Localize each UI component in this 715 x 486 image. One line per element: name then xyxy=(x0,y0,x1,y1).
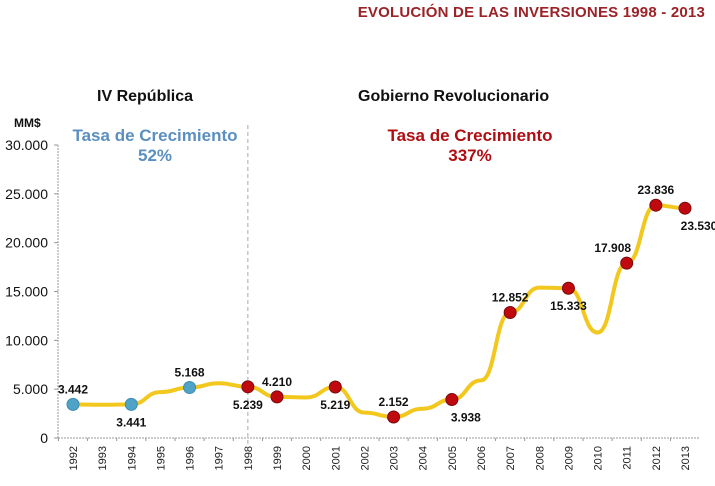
data-point-marker xyxy=(270,390,284,404)
data-label: 17.908 xyxy=(594,241,631,255)
y-tick-label: 10.000 xyxy=(5,332,48,348)
growth-rate-value: 337% xyxy=(448,146,492,165)
x-tick-label: 2008 xyxy=(534,446,546,470)
data-label: 5.219 xyxy=(320,398,350,412)
x-tick-label: 2001 xyxy=(330,446,342,470)
growth-rate-gobierno-revolucionario: Tasa de Crecimiento 337% xyxy=(370,126,570,166)
data-label: 4.210 xyxy=(262,375,292,389)
growth-rate-iv-republica: Tasa de Crecimiento 52% xyxy=(60,126,250,166)
growth-rate-value: 52% xyxy=(137,146,173,165)
data-label: 3.938 xyxy=(451,411,481,425)
y-tick-label: 5.000 xyxy=(13,381,48,397)
data-point-marker xyxy=(66,397,80,411)
data-label: 5.239 xyxy=(233,398,263,412)
data-point-marker xyxy=(649,198,663,212)
x-tick-label: 2010 xyxy=(593,446,605,470)
growth-rate-label: Tasa de Crecimiento xyxy=(72,126,238,145)
data-label: 5.168 xyxy=(175,366,205,380)
era-label-gobierno-revolucionario: Gobierno Revolucionario xyxy=(358,88,550,105)
x-tick-label: 1994 xyxy=(126,446,138,470)
data-point-marker xyxy=(241,380,255,394)
x-tick-label: 1996 xyxy=(185,446,197,470)
x-tick-label: 2007 xyxy=(505,446,517,470)
data-point-marker xyxy=(183,381,197,395)
data-point-marker xyxy=(445,393,459,407)
chart-title: EVOLUCIÓN DE LAS INVERSIONES 1998 - 2013 xyxy=(357,4,705,21)
y-tick-label: 25.000 xyxy=(5,186,48,202)
x-tick-label: 1993 xyxy=(97,446,109,470)
y-tick-label: 0 xyxy=(40,430,48,446)
data-point-marker xyxy=(328,380,342,394)
data-point-marker xyxy=(124,397,138,411)
x-tick-label: 1997 xyxy=(214,446,226,470)
data-label: 2.152 xyxy=(379,395,409,409)
y-axis-unit-label: MM$ xyxy=(14,116,41,130)
x-tick-label: 2006 xyxy=(476,446,488,470)
series-line-inversiones xyxy=(71,203,687,419)
x-tick-label: 2002 xyxy=(359,446,371,470)
x-tick-label: 2009 xyxy=(563,446,575,470)
data-point-marker xyxy=(503,305,517,319)
growth-rate-label: Tasa de Crecimiento xyxy=(387,126,553,145)
x-tick-label: 2003 xyxy=(389,446,401,470)
data-label: 23.530 xyxy=(681,219,715,233)
data-label: 3.441 xyxy=(116,415,146,429)
x-tick-label: 2005 xyxy=(447,446,459,470)
data-point-marker xyxy=(620,256,634,270)
y-tick-label: 30.000 xyxy=(5,137,48,153)
x-tick-label: 2011 xyxy=(622,446,634,470)
data-label: 3.442 xyxy=(58,382,88,396)
x-tick-label: 1998 xyxy=(243,446,255,470)
y-tick-label: 20.000 xyxy=(5,235,48,251)
x-tick-label: 1992 xyxy=(68,446,80,470)
x-tick-label: 2000 xyxy=(301,446,313,470)
data-label: 23.836 xyxy=(638,183,675,197)
y-tick-label: 15.000 xyxy=(5,284,48,300)
x-tick-label: 2013 xyxy=(680,446,692,470)
x-tick-label: 2012 xyxy=(651,446,663,470)
data-point-marker xyxy=(678,201,692,215)
data-point-marker xyxy=(387,410,401,424)
data-point-marker xyxy=(561,281,575,295)
era-label-iv-republica: IV República xyxy=(97,88,194,105)
x-tick-label: 1995 xyxy=(155,446,167,470)
x-tick-label: 2004 xyxy=(418,446,430,470)
x-tick-label: 1999 xyxy=(272,446,284,470)
data-label: 12.852 xyxy=(492,290,529,304)
data-label: 15.333 xyxy=(550,299,587,313)
